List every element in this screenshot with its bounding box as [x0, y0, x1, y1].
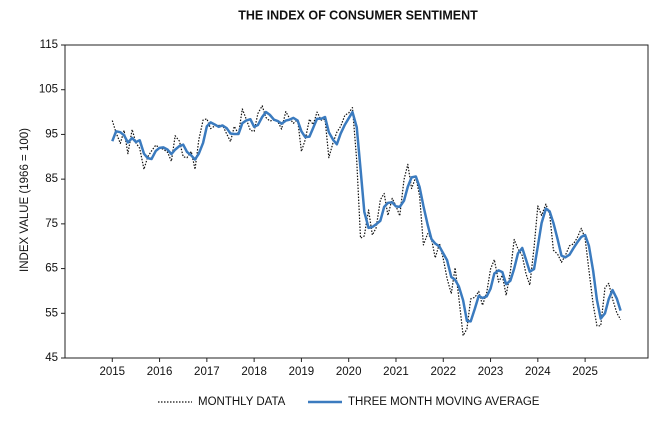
x-tick-label: 2022: [430, 366, 456, 378]
x-tick-label: 2024: [525, 366, 551, 378]
x-tick-label: 2021: [383, 366, 409, 378]
chart-title: THE INDEX OF CONSUMER SENTIMENT: [238, 8, 478, 22]
y-tick-label: 95: [45, 128, 58, 140]
series-line: [111, 110, 622, 323]
series-line: [111, 105, 622, 337]
x-tick-label: 2019: [289, 366, 315, 378]
y-tick-label: 45: [45, 352, 58, 364]
y-tick-label: 75: [45, 218, 58, 230]
x-tick-label: 2017: [194, 366, 220, 378]
x-tick-label: 2015: [99, 366, 125, 378]
x-tick-label: 2016: [147, 366, 173, 378]
y-tick-label: 85: [45, 173, 58, 185]
legend-label: MONTHLY DATA: [198, 396, 286, 408]
x-tick-label: 2018: [241, 366, 267, 378]
plot-frame: [64, 44, 649, 359]
legend-label: THREE MONTH MOVING AVERAGE: [348, 396, 540, 408]
x-tick-label: 2023: [478, 366, 504, 378]
x-tick-label: 2020: [336, 366, 362, 378]
y-axis-label: INDEX VALUE (1966 = 100): [19, 128, 31, 272]
y-tick-label: 55: [45, 307, 58, 319]
x-tick-label: 2025: [572, 366, 598, 378]
y-tick-label: 105: [39, 84, 58, 96]
y-tick-label: 115: [40, 39, 58, 51]
y-tick-label: 65: [45, 263, 58, 275]
